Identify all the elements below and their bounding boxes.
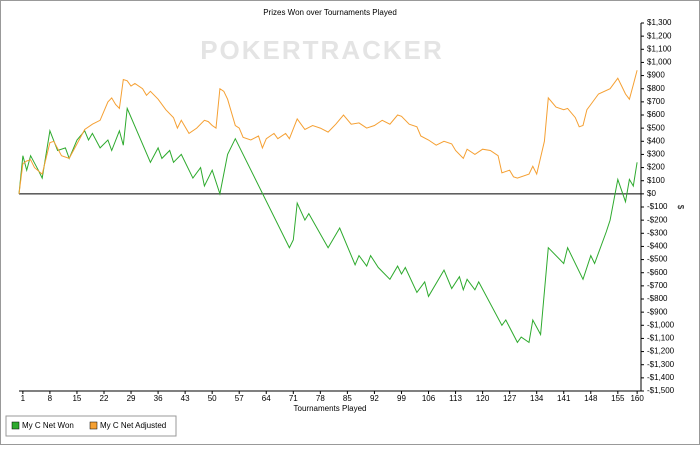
y-tick-label: $1,100 [647,44,672,53]
x-tick-label: 148 [584,394,598,403]
y-tick-label: $400 [647,136,665,145]
y-tick-label: $1,300 [647,18,672,27]
y-tick-label: -$1,300 [647,360,675,369]
y-tick-label: -$500 [647,255,668,264]
y-tick-label: -$1,100 [647,334,675,343]
y-tick-label: -$1,000 [647,320,675,329]
series-line [18,70,638,194]
x-tick-label: 120 [476,394,490,403]
x-tick-label: 64 [262,394,271,403]
x-tick-label: 134 [530,394,544,403]
chart-title: Prizes Won over Tournaments Played [263,8,397,17]
y-tick-label: $700 [647,97,665,106]
y-tick-label: -$700 [647,281,668,290]
x-tick-label: 50 [208,394,217,403]
x-tick-label: 36 [154,394,163,403]
y-tick-label: -$100 [647,202,668,211]
y-tick-label: $600 [647,110,665,119]
y-tick-label: $300 [647,150,665,159]
y-tick-label: -$900 [647,307,668,316]
y-tick-label: $1,000 [647,58,672,67]
x-tick-label: 22 [100,394,109,403]
y-tick-label: $900 [647,71,665,80]
x-tick-label: 43 [181,394,190,403]
y-tick-label: -$400 [647,242,668,251]
y-tick-label: $1,200 [647,31,672,40]
y-tick-label: $800 [647,84,665,93]
x-axis-label: Tournaments Played [294,404,367,413]
x-tick-label: 155 [611,394,625,403]
legend-label: My C Net Adjusted [100,421,166,430]
x-tick-label: 85 [343,394,352,403]
legend-swatch [11,421,20,430]
x-tick-label: 99 [397,394,406,403]
x-tick-label: 78 [316,394,325,403]
x-tick-label: 141 [557,394,571,403]
x-tick-label: 15 [72,394,81,403]
x-tick-label: 29 [127,394,136,403]
y-tick-label: -$1,400 [647,373,675,382]
y-tick-label: $500 [647,123,665,132]
x-tick-label: 92 [370,394,379,403]
y-tick-label: $200 [647,163,665,172]
legend-swatch [89,421,98,430]
y-tick-label: -$600 [647,268,668,277]
y-tick-label: -$1,200 [647,347,675,356]
series-line [18,106,638,344]
x-tick-label: 127 [503,394,517,403]
y-tick-label: $100 [647,176,665,185]
x-tick-label: 113 [449,394,462,403]
y-tick-label: -$1,500 [647,386,675,395]
legend-label: My C Net Won [22,421,74,430]
y-axis-label: $ [676,205,685,210]
y-tick-label: -$300 [647,228,668,237]
x-tick-label: 160 [630,394,644,403]
x-tick-label: 57 [235,394,244,403]
x-tick-label: 1 [21,394,26,403]
x-tick-label: 8 [48,394,53,403]
x-tick-label: 106 [422,394,436,403]
y-tick-label: $0 [647,189,656,198]
watermark: POKERTRACKER [200,35,444,65]
y-tick-label: -$800 [647,294,668,303]
x-tick-label: 71 [289,394,298,403]
y-tick-label: -$200 [647,215,668,224]
